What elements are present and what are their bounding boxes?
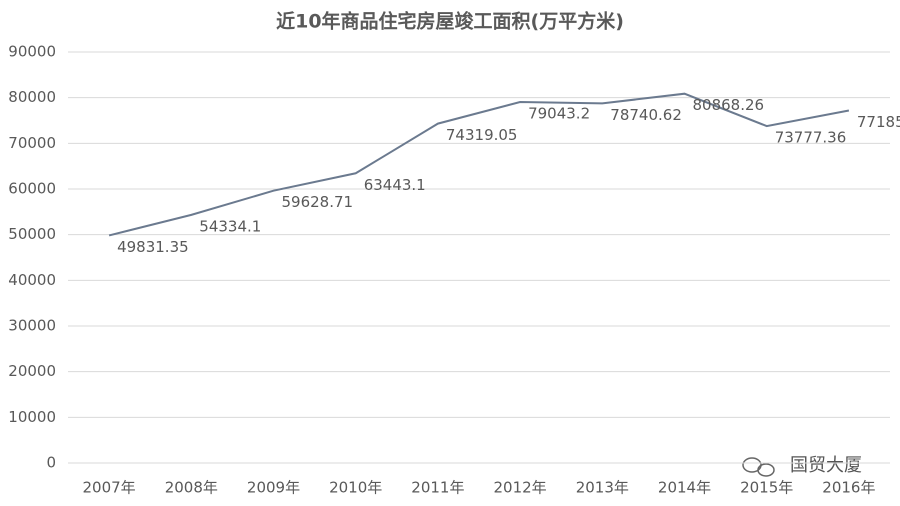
data-label: 59628.71 <box>282 193 354 211</box>
y-tick-label: 50000 <box>8 225 56 243</box>
y-tick-label: 0 <box>46 454 56 472</box>
line <box>108 92 850 237</box>
x-tick-label: 2015年 <box>740 479 793 497</box>
x-tick-label: 2011年 <box>411 479 464 497</box>
y-tick-label: 20000 <box>8 362 56 380</box>
data-label: 74319.05 <box>446 126 518 144</box>
x-tick-label: 2013年 <box>576 479 629 497</box>
x-tick-label: 2007年 <box>83 479 136 497</box>
y-tick-label: 70000 <box>8 134 56 152</box>
y-tick-label: 80000 <box>8 88 56 106</box>
data-label: 79043.2 <box>528 105 590 123</box>
x-tick-label: 2008年 <box>165 479 218 497</box>
y-tick-label: 90000 <box>8 43 56 61</box>
x-tick-label: 2012年 <box>494 479 547 497</box>
data-label: 63443.1 <box>364 176 426 194</box>
data-label: 49831.35 <box>117 238 189 256</box>
watermark: 国贸大厦 <box>790 455 862 476</box>
y-tick-label: 60000 <box>8 180 56 198</box>
data-label: 78740.62 <box>610 106 682 124</box>
data-label: 54334.1 <box>199 217 261 235</box>
data-label: 73777.36 <box>775 129 847 147</box>
data-label: 80868.26 <box>693 96 765 114</box>
watermark-icon <box>742 457 775 477</box>
data-label: 77185.19 <box>857 113 900 131</box>
x-tick-label: 2016年 <box>822 479 875 497</box>
y-tick-label: 40000 <box>8 271 56 289</box>
x-tick-label: 2010年 <box>329 479 382 497</box>
chart-title: 近10年商品住宅房屋竣工面积(万平方米) <box>276 10 624 33</box>
y-tick-label: 10000 <box>8 408 56 426</box>
y-tick-label: 30000 <box>8 317 56 335</box>
x-tick-label: 2014年 <box>658 479 711 497</box>
x-tick-label: 2009年 <box>247 479 300 497</box>
